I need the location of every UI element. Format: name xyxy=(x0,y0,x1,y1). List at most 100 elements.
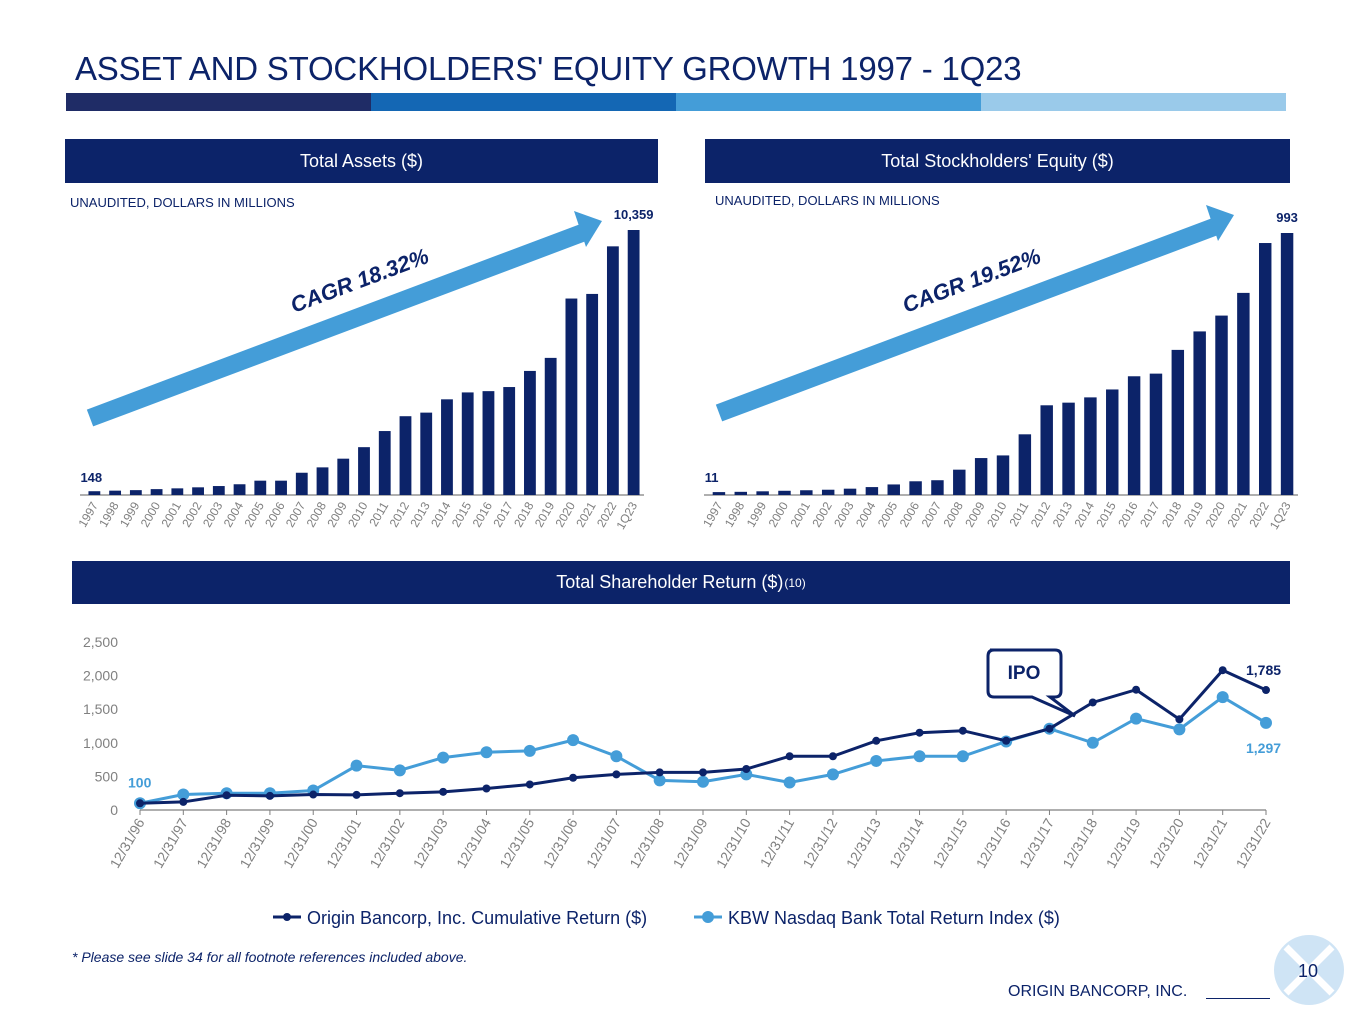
equity-unit-note: UNAUDITED, DOLLARS IN MILLIONS xyxy=(715,193,940,208)
assets-bar xyxy=(275,480,287,495)
assets-tick-label: 2018 xyxy=(511,499,537,529)
color-bar-segment-2 xyxy=(371,93,676,111)
assets-tick-label: 2015 xyxy=(449,499,475,529)
assets-bar xyxy=(544,357,557,495)
equity-tick-label: 2021 xyxy=(1224,499,1250,529)
tsr-series-1-point xyxy=(697,775,709,788)
tsr-series-1-point xyxy=(393,764,406,777)
equity-panel-header: Total Stockholders' Equity ($) xyxy=(705,139,1290,183)
tsr-x-tick-label: 12/31/00 xyxy=(280,815,321,870)
tsr-x-tick-label: 12/31/21 xyxy=(1189,815,1230,870)
equity-bar xyxy=(1215,315,1228,495)
assets-bar xyxy=(316,467,329,495)
tsr-series-1-point xyxy=(350,759,363,772)
assets-bar xyxy=(337,458,350,495)
tsr-series-0-point xyxy=(222,791,231,800)
page-number: 10 xyxy=(1298,961,1319,981)
equity-bar xyxy=(909,481,922,495)
tsr-series-0-point xyxy=(265,791,274,800)
tsr-x-tick-label: 12/31/06 xyxy=(540,815,581,870)
equity-tick-label: 2020 xyxy=(1203,499,1229,529)
tsr-series-1-point xyxy=(1260,716,1272,729)
tsr-panel-header: Total Shareholder Return ($) (10) xyxy=(72,561,1290,604)
equity-tick-label: 2018 xyxy=(1159,499,1185,529)
color-bar-segment-1 xyxy=(66,93,371,111)
assets-bar xyxy=(150,489,163,495)
color-bar-segment-4 xyxy=(981,93,1286,111)
tsr-series-0-point xyxy=(482,784,491,793)
assets-bar xyxy=(378,431,391,495)
assets-tick-label: 2019 xyxy=(532,499,558,529)
assets-bar xyxy=(254,480,267,495)
equity-tick-label: 2005 xyxy=(875,499,901,529)
assets-tick-label: 2017 xyxy=(490,499,516,529)
tsr-series-1-point xyxy=(610,750,623,763)
equity-bar xyxy=(1106,389,1119,495)
company-underline xyxy=(1206,998,1270,999)
tsr-series-1-point xyxy=(913,750,926,763)
tsr-x-tick-label: 12/31/05 xyxy=(496,815,537,870)
equity-tick-label: 2007 xyxy=(919,499,945,529)
legend-label-1: KBW Nasdaq Bank Total Return Index ($) xyxy=(728,908,1060,928)
assets-bar xyxy=(192,487,204,495)
assets-tick-label: 2005 xyxy=(241,499,267,529)
tsr-series-0-point xyxy=(1262,686,1270,695)
tsr-series-1-point xyxy=(1216,691,1229,704)
tsr-x-tick-label: 12/31/98 xyxy=(193,815,234,870)
tsr-series-0-point xyxy=(1175,715,1184,724)
equity-tick-label: 1998 xyxy=(722,499,748,529)
assets-bar xyxy=(441,399,453,495)
equity-bar xyxy=(1171,349,1185,495)
tsr-series-0-point xyxy=(1045,724,1054,733)
tsr-series-0-point xyxy=(136,799,144,808)
tsr-series-0-point xyxy=(612,770,621,779)
assets-tick-label: 2010 xyxy=(345,499,371,529)
tsr-series-1-point xyxy=(1086,736,1099,749)
tsr-series-0-point xyxy=(395,789,404,798)
equity-first-data-label: 11 xyxy=(705,470,719,485)
equity-bar xyxy=(953,469,966,495)
assets-tick-label: 1997 xyxy=(75,499,101,529)
title-color-bar xyxy=(66,93,1286,111)
tsr-x-tick-label: 12/31/20 xyxy=(1146,815,1187,870)
tsr-series-0-point xyxy=(958,726,967,735)
tsr-series-1-point xyxy=(480,746,493,759)
tsr-series-0-point xyxy=(309,790,318,799)
assets-tick-label: 2008 xyxy=(304,499,330,529)
assets-tick-label: 2012 xyxy=(387,499,413,529)
equity-tick-label: 2016 xyxy=(1115,499,1141,529)
tsr-x-tick-label: 12/31/02 xyxy=(366,815,407,870)
equity-bar xyxy=(1062,402,1075,495)
tsr-series-0-point xyxy=(699,768,707,777)
tsr-series-1-point xyxy=(1130,712,1143,725)
tsr-y-tick-label: 2,500 xyxy=(83,634,118,650)
legend-label-0: Origin Bancorp, Inc. Cumulative Return (… xyxy=(307,908,647,928)
assets-tick-label: 2004 xyxy=(221,499,247,529)
assets-tick-label: 2000 xyxy=(138,499,164,529)
tsr-x-tick-label: 12/31/99 xyxy=(236,815,277,870)
equity-bar xyxy=(931,480,944,495)
assets-bar xyxy=(212,486,225,495)
assets-tick-label: 2011 xyxy=(366,499,391,529)
equity-tick-label: 2001 xyxy=(787,499,813,529)
tsr-x-tick-label: 12/31/96 xyxy=(106,815,147,870)
assets-bar xyxy=(482,391,495,495)
tsr-series-0-point xyxy=(742,765,751,774)
assets-tick-label: 2014 xyxy=(428,499,454,529)
assets-tick-label: 2003 xyxy=(200,499,226,529)
tsr-series-1-point xyxy=(437,751,450,764)
tsr-y-tick-label: 500 xyxy=(95,768,119,784)
tsr-x-tick-label: 12/31/16 xyxy=(973,815,1014,870)
tsr-y-tick-label: 1,500 xyxy=(83,701,118,717)
assets-bar xyxy=(503,387,516,495)
assets-tick-label: 2016 xyxy=(470,499,496,529)
tsr-series-0-point xyxy=(915,728,924,737)
tsr-x-tick-label: 12/31/97 xyxy=(150,815,191,870)
equity-bar xyxy=(778,490,791,495)
tsr-series-0-point xyxy=(785,752,794,761)
equity-tick-label: 2017 xyxy=(1137,499,1163,529)
assets-tick-label: 2001 xyxy=(158,499,184,529)
assets-bar xyxy=(420,412,433,495)
assets-header-label: Total Assets ($) xyxy=(299,150,424,171)
tsr-x-tick-label: 12/31/18 xyxy=(1059,815,1100,870)
